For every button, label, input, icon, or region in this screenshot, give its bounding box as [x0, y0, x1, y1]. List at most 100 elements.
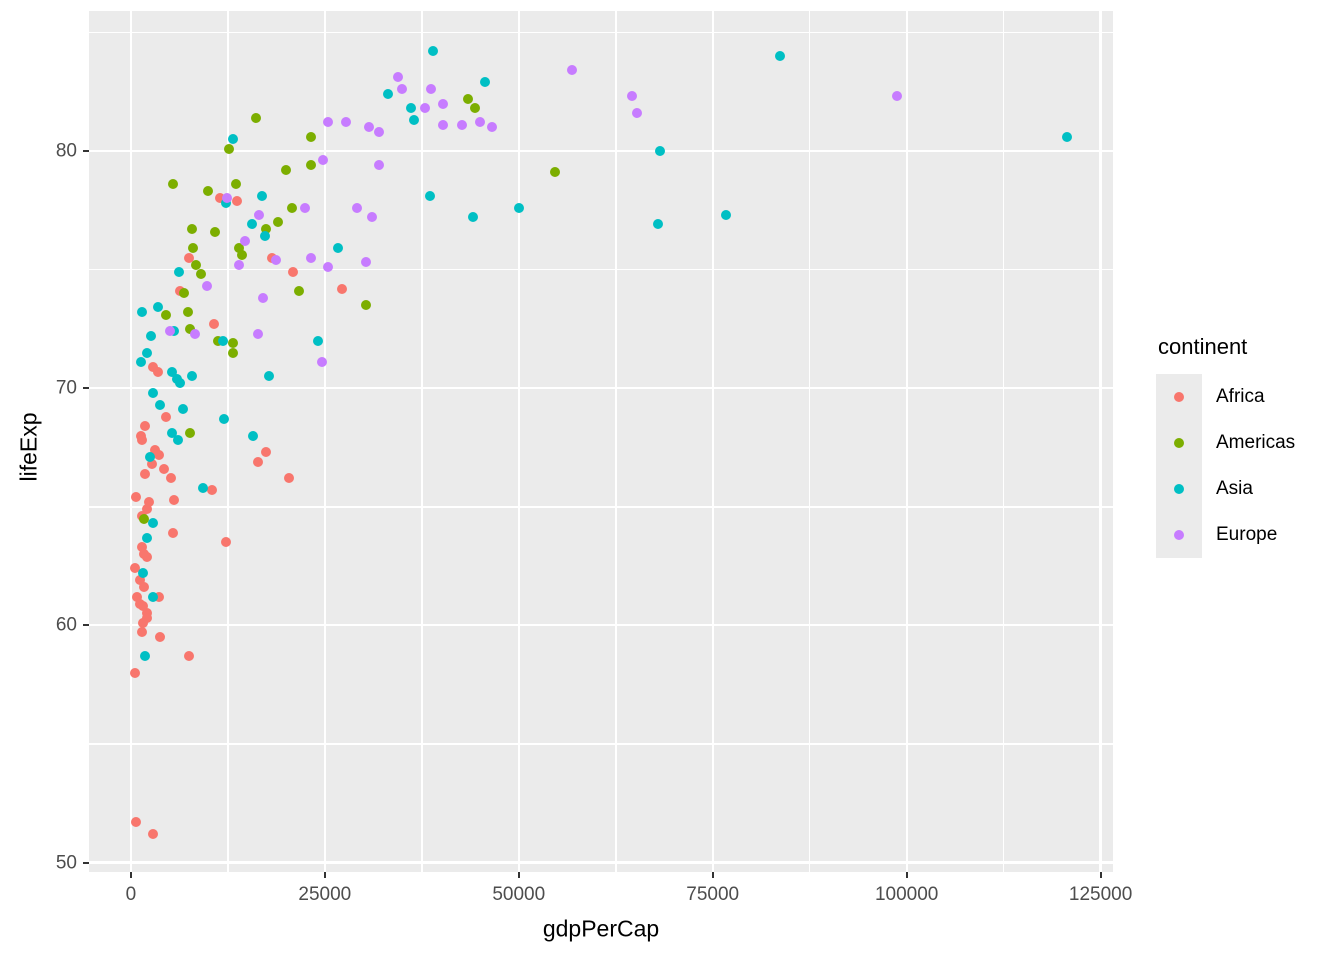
data-point-africa [284, 473, 295, 484]
data-point-asia [218, 335, 229, 346]
y-tick-mark [83, 149, 89, 152]
x-tick-label: 100000 [874, 884, 939, 905]
data-point-africa [139, 468, 150, 479]
data-point-europe [367, 212, 378, 223]
gridline-x-minor [614, 11, 617, 872]
data-point-americas [187, 243, 198, 254]
data-point-asia [246, 219, 257, 230]
data-point-europe [457, 119, 468, 130]
data-point-asia [174, 378, 185, 389]
data-point-americas [202, 186, 213, 197]
data-point-europe [437, 119, 448, 130]
gridline-y-major [89, 387, 1113, 390]
data-point-americas [360, 300, 371, 311]
data-point-africa [139, 421, 150, 432]
data-point-asia [147, 518, 158, 529]
data-point-europe [270, 255, 281, 266]
data-point-africa [130, 492, 141, 503]
data-point-asia [153, 302, 164, 313]
data-point-americas [550, 167, 561, 178]
data-point-americas [273, 217, 284, 228]
gridline-y-minor [89, 505, 1113, 508]
legend-title: continent [1158, 334, 1248, 359]
data-point-americas [236, 250, 247, 261]
x-tick-label: 75000 [686, 884, 740, 905]
data-point-asia [720, 209, 731, 220]
data-point-europe [486, 122, 497, 133]
data-point-europe [340, 117, 351, 128]
y-tick-mark [83, 624, 89, 627]
africa-dot-icon [1174, 392, 1184, 402]
data-point-africa [139, 582, 150, 593]
legend-label: Europe [1216, 524, 1278, 545]
x-tick-mark [323, 872, 326, 878]
data-point-asia [654, 145, 665, 156]
data-point-asia [173, 435, 184, 446]
data-point-americas [228, 338, 239, 349]
data-point-asia [142, 347, 153, 358]
data-point-asia [147, 387, 158, 398]
data-point-africa [129, 563, 140, 574]
data-point-europe [189, 328, 200, 339]
data-point-americas [250, 112, 261, 123]
data-point-africa [206, 485, 217, 496]
data-point-americas [191, 259, 202, 270]
data-point-europe [253, 328, 264, 339]
data-point-asia [177, 404, 188, 415]
y-tick-label: 80 [55, 140, 77, 162]
data-point-africa [220, 537, 231, 548]
data-point-asia [139, 651, 150, 662]
data-point-asia [256, 191, 267, 201]
gridline-y-minor [89, 743, 1113, 745]
data-point-asia [247, 430, 258, 441]
data-point-americas [184, 323, 195, 334]
data-point-americas [260, 224, 271, 235]
gridline-x-minor [227, 11, 229, 872]
data-point-africa [215, 193, 226, 204]
data-point-africa [153, 449, 164, 460]
data-point-asia [173, 266, 184, 277]
data-point-europe [317, 155, 328, 166]
data-point-asia [135, 357, 146, 368]
x-tick-label: 25000 [298, 884, 352, 905]
legend-label: Africa [1216, 386, 1265, 407]
data-point-americas [139, 513, 150, 524]
data-point-europe [222, 193, 233, 204]
data-point-asia [513, 202, 524, 213]
data-point-americas [462, 93, 473, 104]
data-point-asia [775, 51, 786, 62]
data-point-asia [260, 231, 271, 242]
data-point-europe [322, 117, 333, 128]
x-tick-mark [711, 872, 714, 878]
data-point-europe [239, 236, 250, 247]
data-point-africa [146, 459, 157, 470]
data-point-europe [474, 117, 485, 128]
legend-label: Americas [1216, 432, 1296, 453]
data-point-africa [130, 817, 141, 828]
data-point-asia [405, 103, 416, 114]
data-point-europe [627, 91, 638, 102]
data-point-americas [195, 269, 206, 280]
data-point-americas [287, 202, 298, 213]
data-point-asia [468, 212, 478, 223]
data-point-europe [305, 252, 316, 263]
x-tick-label: 125000 [1068, 884, 1133, 905]
data-point-asia [409, 115, 420, 126]
data-point-americas [305, 131, 316, 142]
data-point-europe [566, 65, 577, 76]
data-point-africa [147, 361, 158, 372]
data-point-asia [479, 77, 490, 88]
data-point-europe [299, 202, 310, 213]
data-point-asia [382, 89, 393, 100]
data-point-europe [164, 326, 175, 337]
data-point-africa [143, 496, 154, 507]
data-point-africa [253, 456, 264, 467]
data-point-asia [1062, 131, 1073, 142]
legend-key [1156, 512, 1202, 558]
gridline-x-major [1099, 11, 1102, 872]
data-point-africa [288, 266, 299, 277]
gridline-x-major [129, 11, 132, 872]
gridline-x-major [517, 11, 520, 872]
data-point-americas [227, 347, 238, 358]
